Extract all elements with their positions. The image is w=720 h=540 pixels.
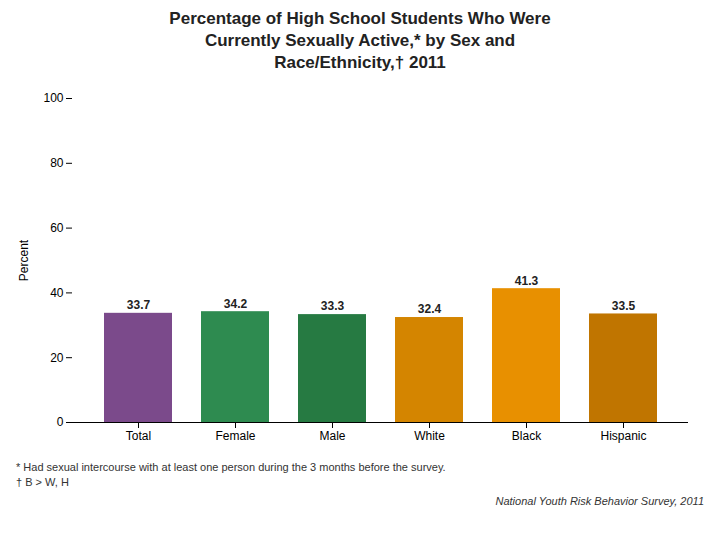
html-text:Percentage of High School Stud: Percentage of High School Students Who W… xyxy=(169,9,551,28)
svg-text:20: 20 xyxy=(50,351,64,365)
svg-text:34.2: 34.2 xyxy=(224,297,248,311)
svg-text:60: 60 xyxy=(50,221,64,235)
svg-text:80: 80 xyxy=(50,156,64,170)
svg-text:Hispanic: Hispanic xyxy=(600,429,646,443)
svg-text:33.5: 33.5 xyxy=(612,299,636,313)
svg-text:32.4: 32.4 xyxy=(418,302,442,316)
svg-text:0: 0 xyxy=(57,415,64,429)
html-text:Race/Ethnicity,† 2011: Race/Ethnicity,† 2011 xyxy=(274,53,446,72)
html-text:National Youth Risk Behavior S: National Youth Risk Behavior Survey, 201… xyxy=(495,495,704,507)
svg-text:Female: Female xyxy=(215,429,255,443)
svg-text:100: 100 xyxy=(43,91,63,105)
html-text:* Had sexual intercourse with: * Had sexual intercourse with at least o… xyxy=(16,461,446,473)
svg-text:40: 40 xyxy=(50,286,64,300)
html-text:Currently Sexually Active,* by: Currently Sexually Active,* by Sex and xyxy=(204,31,516,50)
svg-text:Male: Male xyxy=(319,429,345,443)
html-text:† B > W, H: † B > W, H xyxy=(16,476,69,488)
svg-text:Total: Total xyxy=(126,429,151,443)
svg-text:Percent: Percent xyxy=(17,239,31,281)
svg-text:41.3: 41.3 xyxy=(515,274,539,288)
svg-text:33.7: 33.7 xyxy=(127,298,151,312)
svg-text:33.3: 33.3 xyxy=(321,299,345,313)
svg-text:Black: Black xyxy=(512,429,542,443)
svg-text:White: White xyxy=(414,429,445,443)
